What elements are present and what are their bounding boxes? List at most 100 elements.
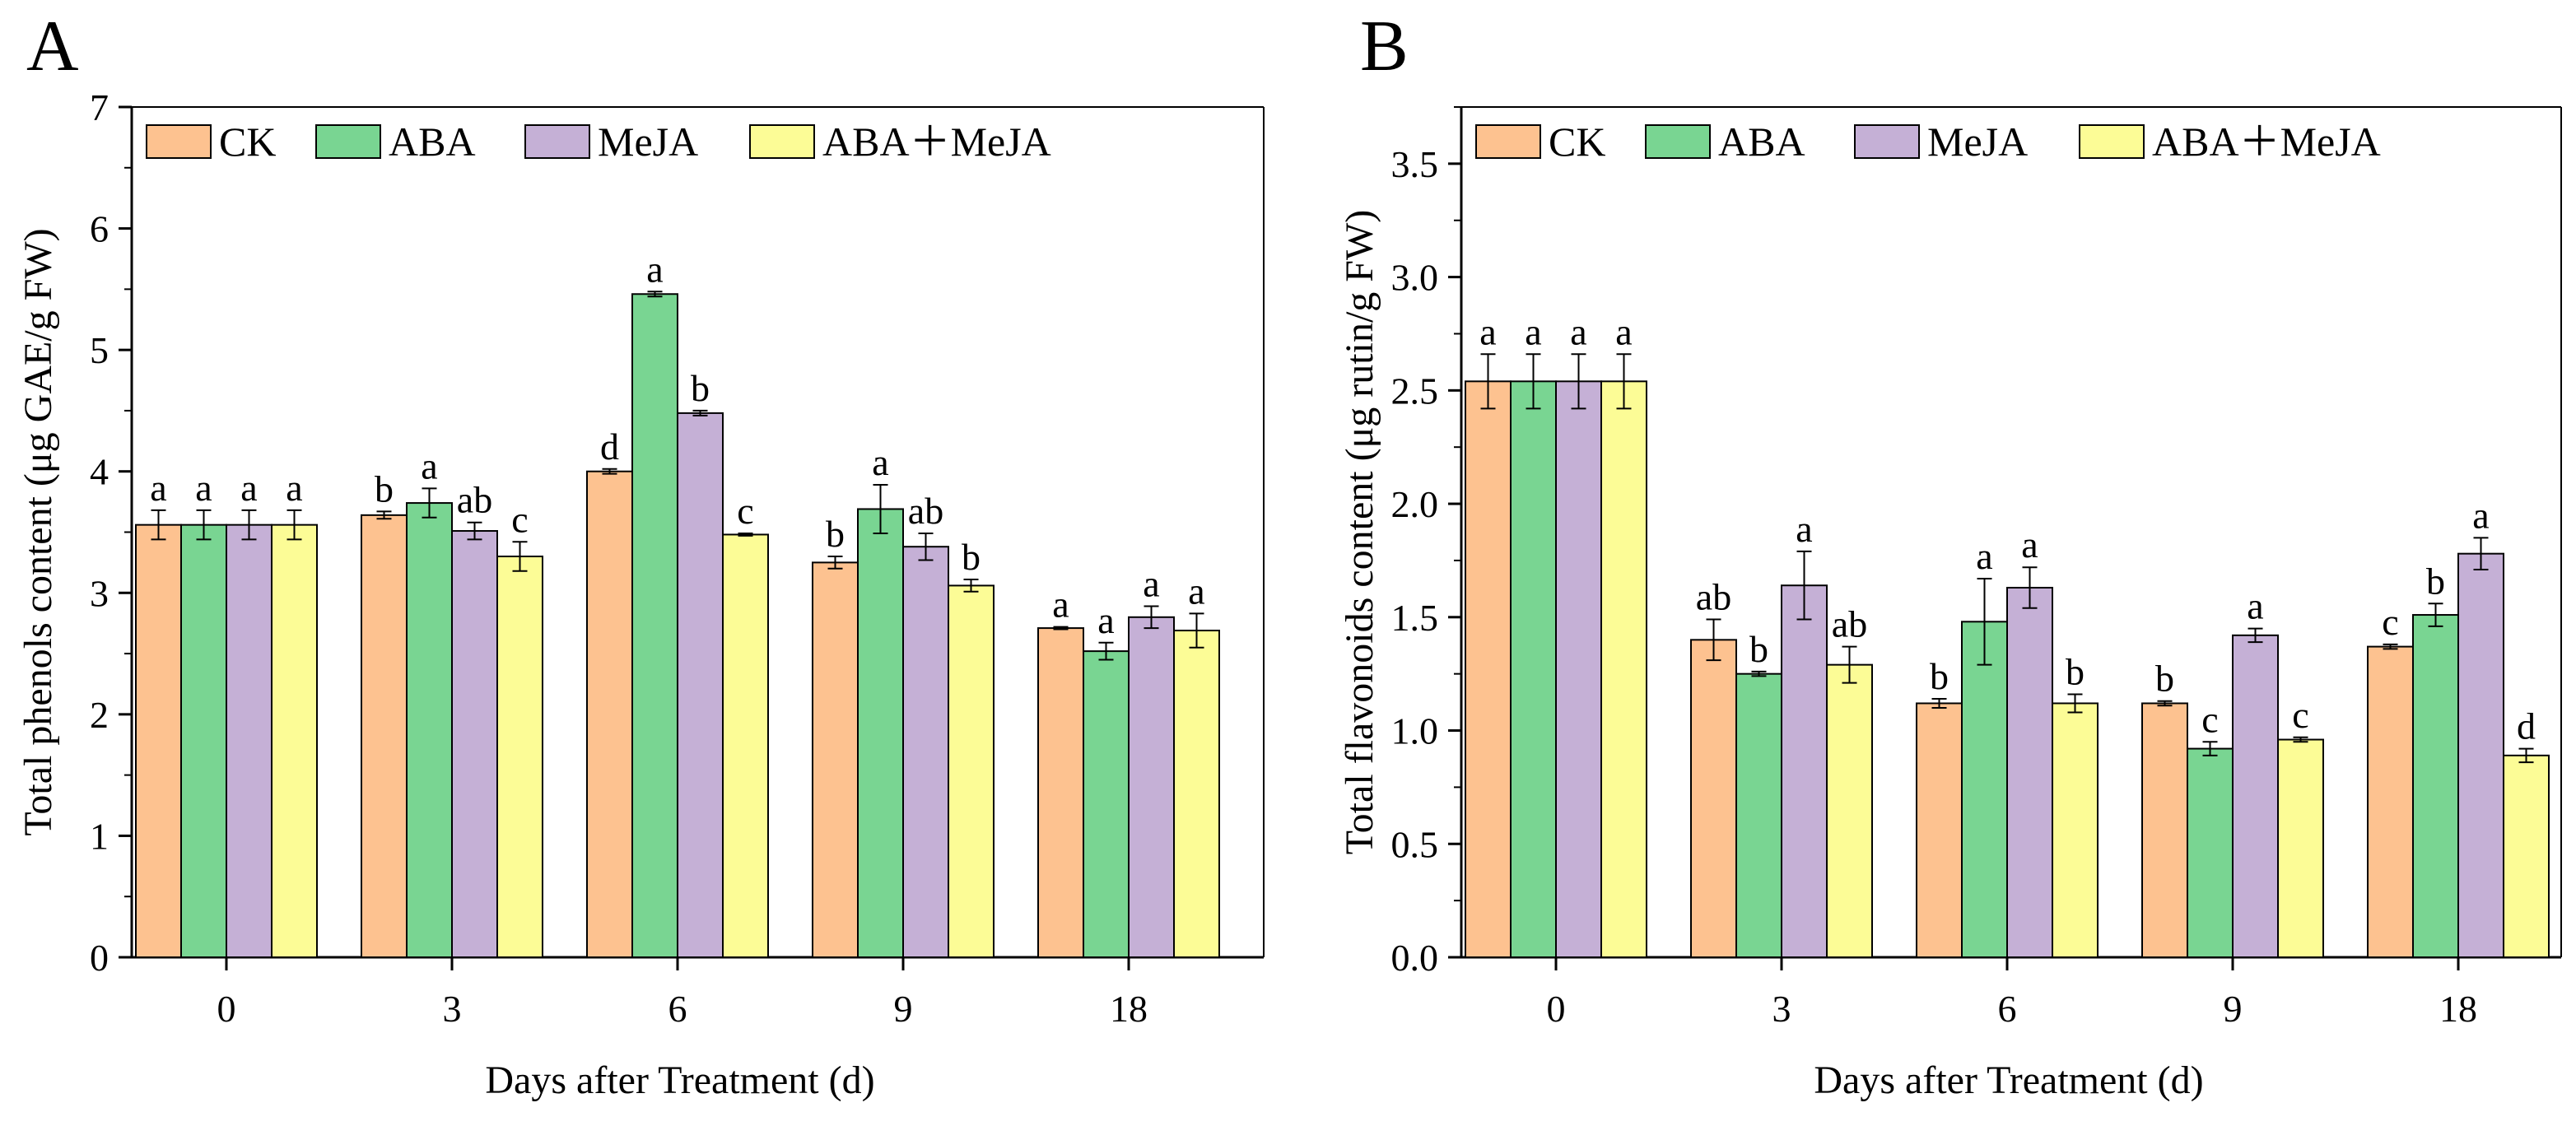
significance-letter: c — [2382, 601, 2398, 643]
bar — [2412, 614, 2459, 959]
bar — [2141, 702, 2188, 959]
bar — [1037, 627, 1084, 958]
bar — [2052, 702, 2099, 959]
bar — [226, 523, 273, 958]
x-axis-title: Days after Treatment (d) — [485, 1059, 874, 1102]
y-tick-label: 0.5 — [1391, 823, 1439, 865]
y-tick-label: 5 — [90, 329, 109, 371]
significance-letter: b — [691, 367, 710, 409]
bar — [496, 556, 543, 958]
significance-letter: ab — [457, 479, 492, 521]
bar — [631, 293, 678, 958]
significance-letter: a — [1479, 310, 1496, 352]
bar — [2367, 645, 2414, 958]
bar — [1826, 663, 1873, 958]
bar — [1735, 672, 1782, 959]
legend-label: ABA＋MeJA — [2152, 119, 2381, 165]
bar — [1916, 702, 1963, 959]
significance-letter: c — [2292, 694, 2308, 736]
significance-letter: c — [737, 490, 753, 532]
y-tick-label: 4 — [90, 451, 109, 493]
y-tick-label: 1.0 — [1391, 710, 1439, 752]
bar — [1555, 380, 1602, 959]
y-tick-label: 0.0 — [1391, 937, 1439, 979]
bar — [271, 523, 318, 958]
legend-label: CK — [1549, 119, 1605, 165]
significance-letter: a — [150, 467, 166, 509]
y-tick-label: 0 — [90, 937, 109, 979]
x-tick-label: 3 — [1772, 988, 1791, 1030]
significance-letter: a — [195, 467, 212, 509]
significance-letter: a — [1570, 310, 1586, 352]
bar — [1510, 380, 1557, 959]
legend-swatch — [1854, 124, 1920, 159]
significance-letter: d — [2517, 705, 2536, 747]
x-tick-label: 3 — [443, 988, 462, 1030]
y-tick-label: 7 — [90, 86, 109, 128]
y-tick-label: 3.0 — [1391, 257, 1439, 299]
y-tick-label: 3 — [90, 572, 109, 614]
panel-label: A — [26, 7, 79, 86]
significance-letter: b — [2426, 560, 2445, 602]
significance-letter: b — [2155, 658, 2174, 700]
legend-label: CK — [219, 119, 276, 165]
bar — [857, 508, 904, 958]
bar — [1690, 639, 1737, 958]
bar — [361, 514, 408, 958]
x-axis-title: Days after Treatment (d) — [1814, 1059, 2203, 1102]
y-axis-title: Total flavonoids content (μg rutin/g FW) — [1338, 210, 1381, 855]
significance-letter: a — [872, 441, 888, 483]
significance-letter: a — [1615, 310, 1632, 352]
y-tick-label: 2.0 — [1391, 483, 1439, 525]
bar — [180, 523, 227, 958]
y-axis-title: Total phenols content (μg GAE/g FW) — [16, 228, 60, 835]
significance-letter: c — [2201, 698, 2218, 740]
significance-letter: a — [2472, 494, 2489, 536]
significance-letter: d — [600, 426, 619, 468]
y-tick-label: 1 — [90, 815, 109, 857]
legend-swatch — [2079, 124, 2145, 159]
significance-letter: a — [1796, 508, 1812, 550]
legend-swatch — [146, 124, 212, 159]
bar — [2006, 586, 2053, 958]
legend-swatch — [1645, 124, 1711, 159]
x-tick-label: 0 — [1547, 988, 1566, 1030]
x-tick-label: 18 — [1110, 988, 1148, 1030]
legend-label: MeJA — [598, 119, 698, 165]
bar — [812, 561, 859, 959]
significance-letter: ab — [1696, 576, 1731, 618]
bar — [451, 530, 498, 958]
significance-letter: a — [2021, 523, 2038, 565]
legend-label: ABA — [1718, 119, 1805, 165]
x-tick-label: 18 — [2439, 988, 2477, 1030]
significance-letter: a — [646, 248, 663, 290]
bar — [2232, 634, 2279, 958]
legend-label: MeJA — [1927, 119, 2028, 165]
bar — [586, 470, 633, 958]
legend-label: ABA — [389, 119, 476, 165]
y-tick-label: 3.5 — [1391, 143, 1439, 185]
significance-letter: a — [1052, 584, 1069, 626]
bar — [948, 584, 995, 959]
bar — [2187, 747, 2234, 959]
bar — [1128, 616, 1175, 958]
bar — [2277, 738, 2324, 958]
panel-label: B — [1360, 7, 1409, 86]
significance-letter: a — [1143, 563, 1159, 605]
bar — [135, 523, 182, 958]
y-tick-label: 2.5 — [1391, 370, 1439, 412]
bar — [902, 546, 949, 958]
significance-letter: b — [1749, 628, 1768, 670]
y-tick-label: 1.5 — [1391, 597, 1439, 639]
legend-swatch — [524, 124, 590, 159]
significance-letter: a — [1525, 310, 1541, 352]
significance-letter: a — [1976, 535, 1992, 577]
bar — [2457, 552, 2504, 958]
bar — [722, 533, 769, 958]
y-tick-label: 6 — [90, 208, 109, 250]
significance-letter: c — [511, 498, 528, 540]
bar — [2503, 754, 2550, 958]
significance-letter: a — [1188, 570, 1204, 612]
